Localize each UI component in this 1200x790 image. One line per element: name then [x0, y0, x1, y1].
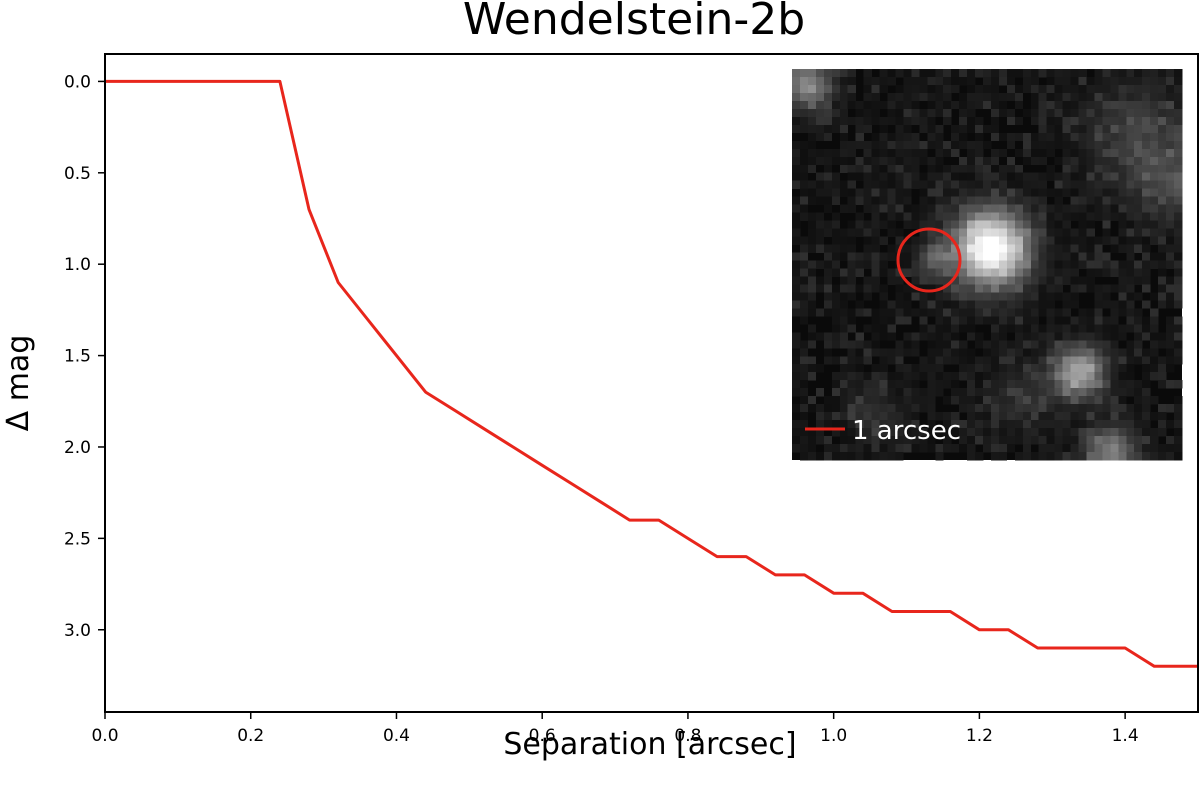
scale-bar-label: 1 arcsec — [852, 416, 961, 446]
y-axis: 0.0 0.5 1.0 1.5 2.0 2.5 3.0 — [64, 72, 105, 641]
inset-pixels — [792, 69, 1183, 461]
x-tick-label: 0.2 — [237, 726, 264, 746]
x-axis-label: Separation [arcsec] — [503, 727, 796, 762]
inset-image: 1 arcsec — [792, 69, 1183, 461]
y-tick-label: 1.0 — [64, 255, 91, 275]
x-tick-label: 1.2 — [966, 726, 993, 746]
y-tick-label: 3.0 — [64, 621, 91, 641]
plot-frame — [104, 53, 1199, 713]
y-tick-label: 1.5 — [64, 347, 91, 367]
x-tick-label: 1.0 — [820, 726, 847, 746]
chart-title: Wendelstein-2b — [463, 0, 805, 45]
y-tick-label: 2.0 — [64, 438, 91, 458]
x-tick-label: 0.6 — [529, 726, 556, 746]
x-tick-label: 0.8 — [674, 726, 701, 746]
companion-circle-marker — [896, 227, 962, 293]
x-tick-label: 1.4 — [1112, 726, 1139, 746]
contrast-curve-line — [105, 79, 1198, 668]
x-tick-label: 0.4 — [383, 726, 410, 746]
y-tick-label: 0.0 — [64, 72, 91, 92]
y-axis-label: Δ mag — [1, 335, 36, 432]
series-layer — [105, 79, 1198, 668]
y-tick-label: 2.5 — [64, 529, 91, 549]
x-tick-label: 0.0 — [91, 726, 118, 746]
x-axis: 0.0 0.2 0.4 0.6 0.8 1.0 1.2 1.4 — [91, 712, 1139, 746]
y-tick-label: 0.5 — [64, 164, 91, 184]
